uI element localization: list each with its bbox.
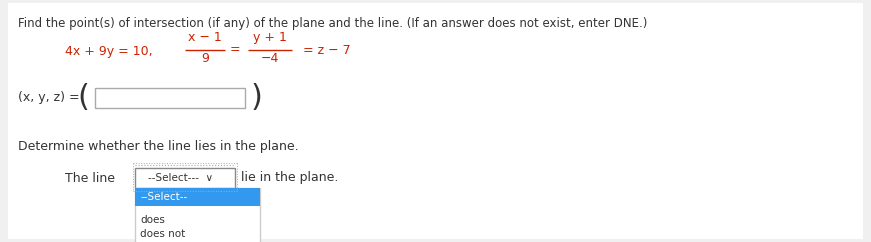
- Text: x − 1: x − 1: [188, 31, 222, 44]
- Text: (: (: [78, 83, 89, 113]
- Text: does not: does not: [140, 229, 186, 239]
- Bar: [135, 168, 235, 188]
- Text: y + 1: y + 1: [253, 31, 287, 44]
- Text: does: does: [140, 215, 165, 225]
- Text: Determine whether the line lies in the plane.: Determine whether the line lies in the p…: [18, 140, 299, 153]
- Bar: [135, 188, 260, 206]
- Text: = z − 7: = z − 7: [303, 44, 351, 56]
- Text: Find the point(s) of intersection (if any) of the plane and the line. (If an ans: Find the point(s) of intersection (if an…: [18, 17, 647, 30]
- Text: The line: The line: [65, 172, 115, 184]
- Text: =: =: [230, 44, 240, 56]
- Bar: [135, 188, 260, 242]
- Text: --Select---  ∨: --Select--- ∨: [148, 173, 213, 183]
- Text: --Select--: --Select--: [140, 192, 187, 202]
- Text: ): ): [251, 83, 263, 113]
- Text: lie in the plane.: lie in the plane.: [241, 172, 338, 184]
- Text: (x, y, z) =: (x, y, z) =: [18, 91, 79, 104]
- Text: −4: −4: [260, 52, 280, 65]
- Bar: [95, 88, 245, 108]
- Text: 9: 9: [201, 52, 209, 65]
- Text: 4x + 9y = 10,: 4x + 9y = 10,: [65, 45, 152, 59]
